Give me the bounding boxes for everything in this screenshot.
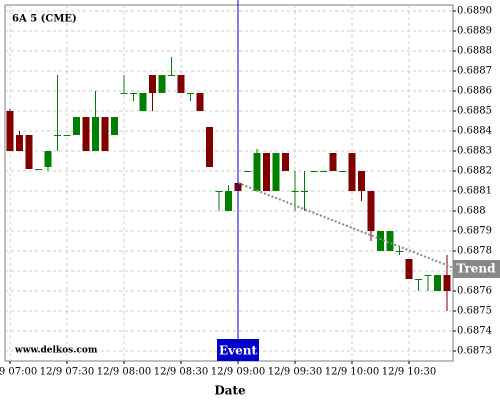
candle-body [348, 153, 356, 191]
trend-label-box [453, 260, 500, 278]
candle-body [377, 231, 384, 251]
candle-body [320, 171, 327, 172]
event-label: Event [219, 344, 257, 358]
candle-body [158, 75, 166, 93]
candle-body [101, 117, 109, 151]
candle-body [367, 191, 375, 231]
candle-body [386, 231, 394, 251]
candle-body [244, 171, 251, 172]
plot-area [4, 4, 454, 362]
candle-body [215, 191, 223, 192]
candle-body [225, 191, 232, 211]
candle-body [130, 93, 137, 94]
candle-body [443, 275, 451, 291]
x-tick-label: 12/9 09:30 [268, 367, 322, 378]
x-tick-label: 12/9 08:00 [97, 367, 151, 378]
candle-body [301, 191, 308, 192]
y-tick-label: 0.6875 [457, 306, 492, 317]
candle-body [54, 135, 61, 136]
candle-body [253, 153, 261, 191]
candle-body [291, 191, 299, 192]
candle-body [149, 75, 156, 93]
candle-body [187, 93, 194, 94]
x-axis-label: Date [214, 384, 246, 398]
y-tick-label: 0.6879 [457, 226, 492, 237]
event-label-box [217, 339, 259, 361]
candle-body [73, 117, 80, 135]
candle-body [6, 111, 14, 151]
y-tick-label: 0.688 [457, 206, 486, 217]
candle-body [415, 279, 422, 280]
candle-body [310, 171, 318, 172]
x-tick-label: 12/9 07:00 [0, 367, 37, 378]
trend-label: Trend [456, 262, 496, 276]
candle-body [25, 135, 33, 169]
candle-body [120, 93, 128, 94]
y-tick-label: 0.6881 [457, 186, 492, 197]
x-tick-label: 12/9 10:30 [382, 367, 436, 378]
y-tick-label: 0.6890 [457, 6, 492, 17]
candle-body [82, 117, 90, 151]
candle-body [396, 251, 403, 252]
candle-body [44, 151, 52, 167]
x-tick-label: 12/9 07:30 [40, 367, 94, 378]
y-tick-label: 0.6885 [457, 106, 492, 117]
watermark: www.delkos.com [14, 346, 98, 356]
candle-body [282, 153, 289, 171]
candle-body [92, 117, 99, 151]
candle-body [272, 153, 280, 191]
x-tick-label: 12/9 10:00 [325, 367, 379, 378]
y-tick-label: 0.6884 [457, 126, 492, 137]
y-tick-label: 0.6887 [457, 66, 492, 77]
y-tick-label: 0.6888 [457, 46, 492, 57]
candle-body [168, 75, 175, 76]
y-tick-label: 0.6878 [457, 246, 492, 257]
y-tick-label: 0.6873 [457, 346, 492, 357]
candle-body [329, 153, 337, 171]
candle-body [405, 259, 413, 279]
candle-body [424, 275, 432, 276]
candle-body [358, 171, 365, 191]
candle-body [196, 93, 204, 111]
y-tick-label: 0.6886 [457, 86, 492, 97]
y-tick-label: 0.6876 [457, 286, 492, 297]
y-tick-label: 0.6883 [457, 146, 492, 157]
candle-body [177, 75, 185, 93]
trend-line [237, 182, 453, 269]
candle-body [206, 127, 213, 167]
candle-body [35, 169, 42, 170]
candle-body [63, 135, 71, 136]
candle-body [263, 153, 270, 191]
x-tick-label: 12/9 09:00 [211, 367, 265, 378]
candle-body [16, 135, 23, 151]
candle-body [434, 275, 441, 291]
chart-title: 6A 5 (CME) [12, 14, 77, 25]
candle-body [111, 117, 118, 135]
candle-body [139, 93, 147, 111]
x-tick-label: 12/9 08:30 [154, 367, 208, 378]
y-tick-label: 0.6874 [457, 326, 492, 337]
y-tick-label: 0.6882 [457, 166, 492, 177]
candle-body [339, 171, 346, 172]
y-tick-label: 0.6889 [457, 26, 492, 37]
